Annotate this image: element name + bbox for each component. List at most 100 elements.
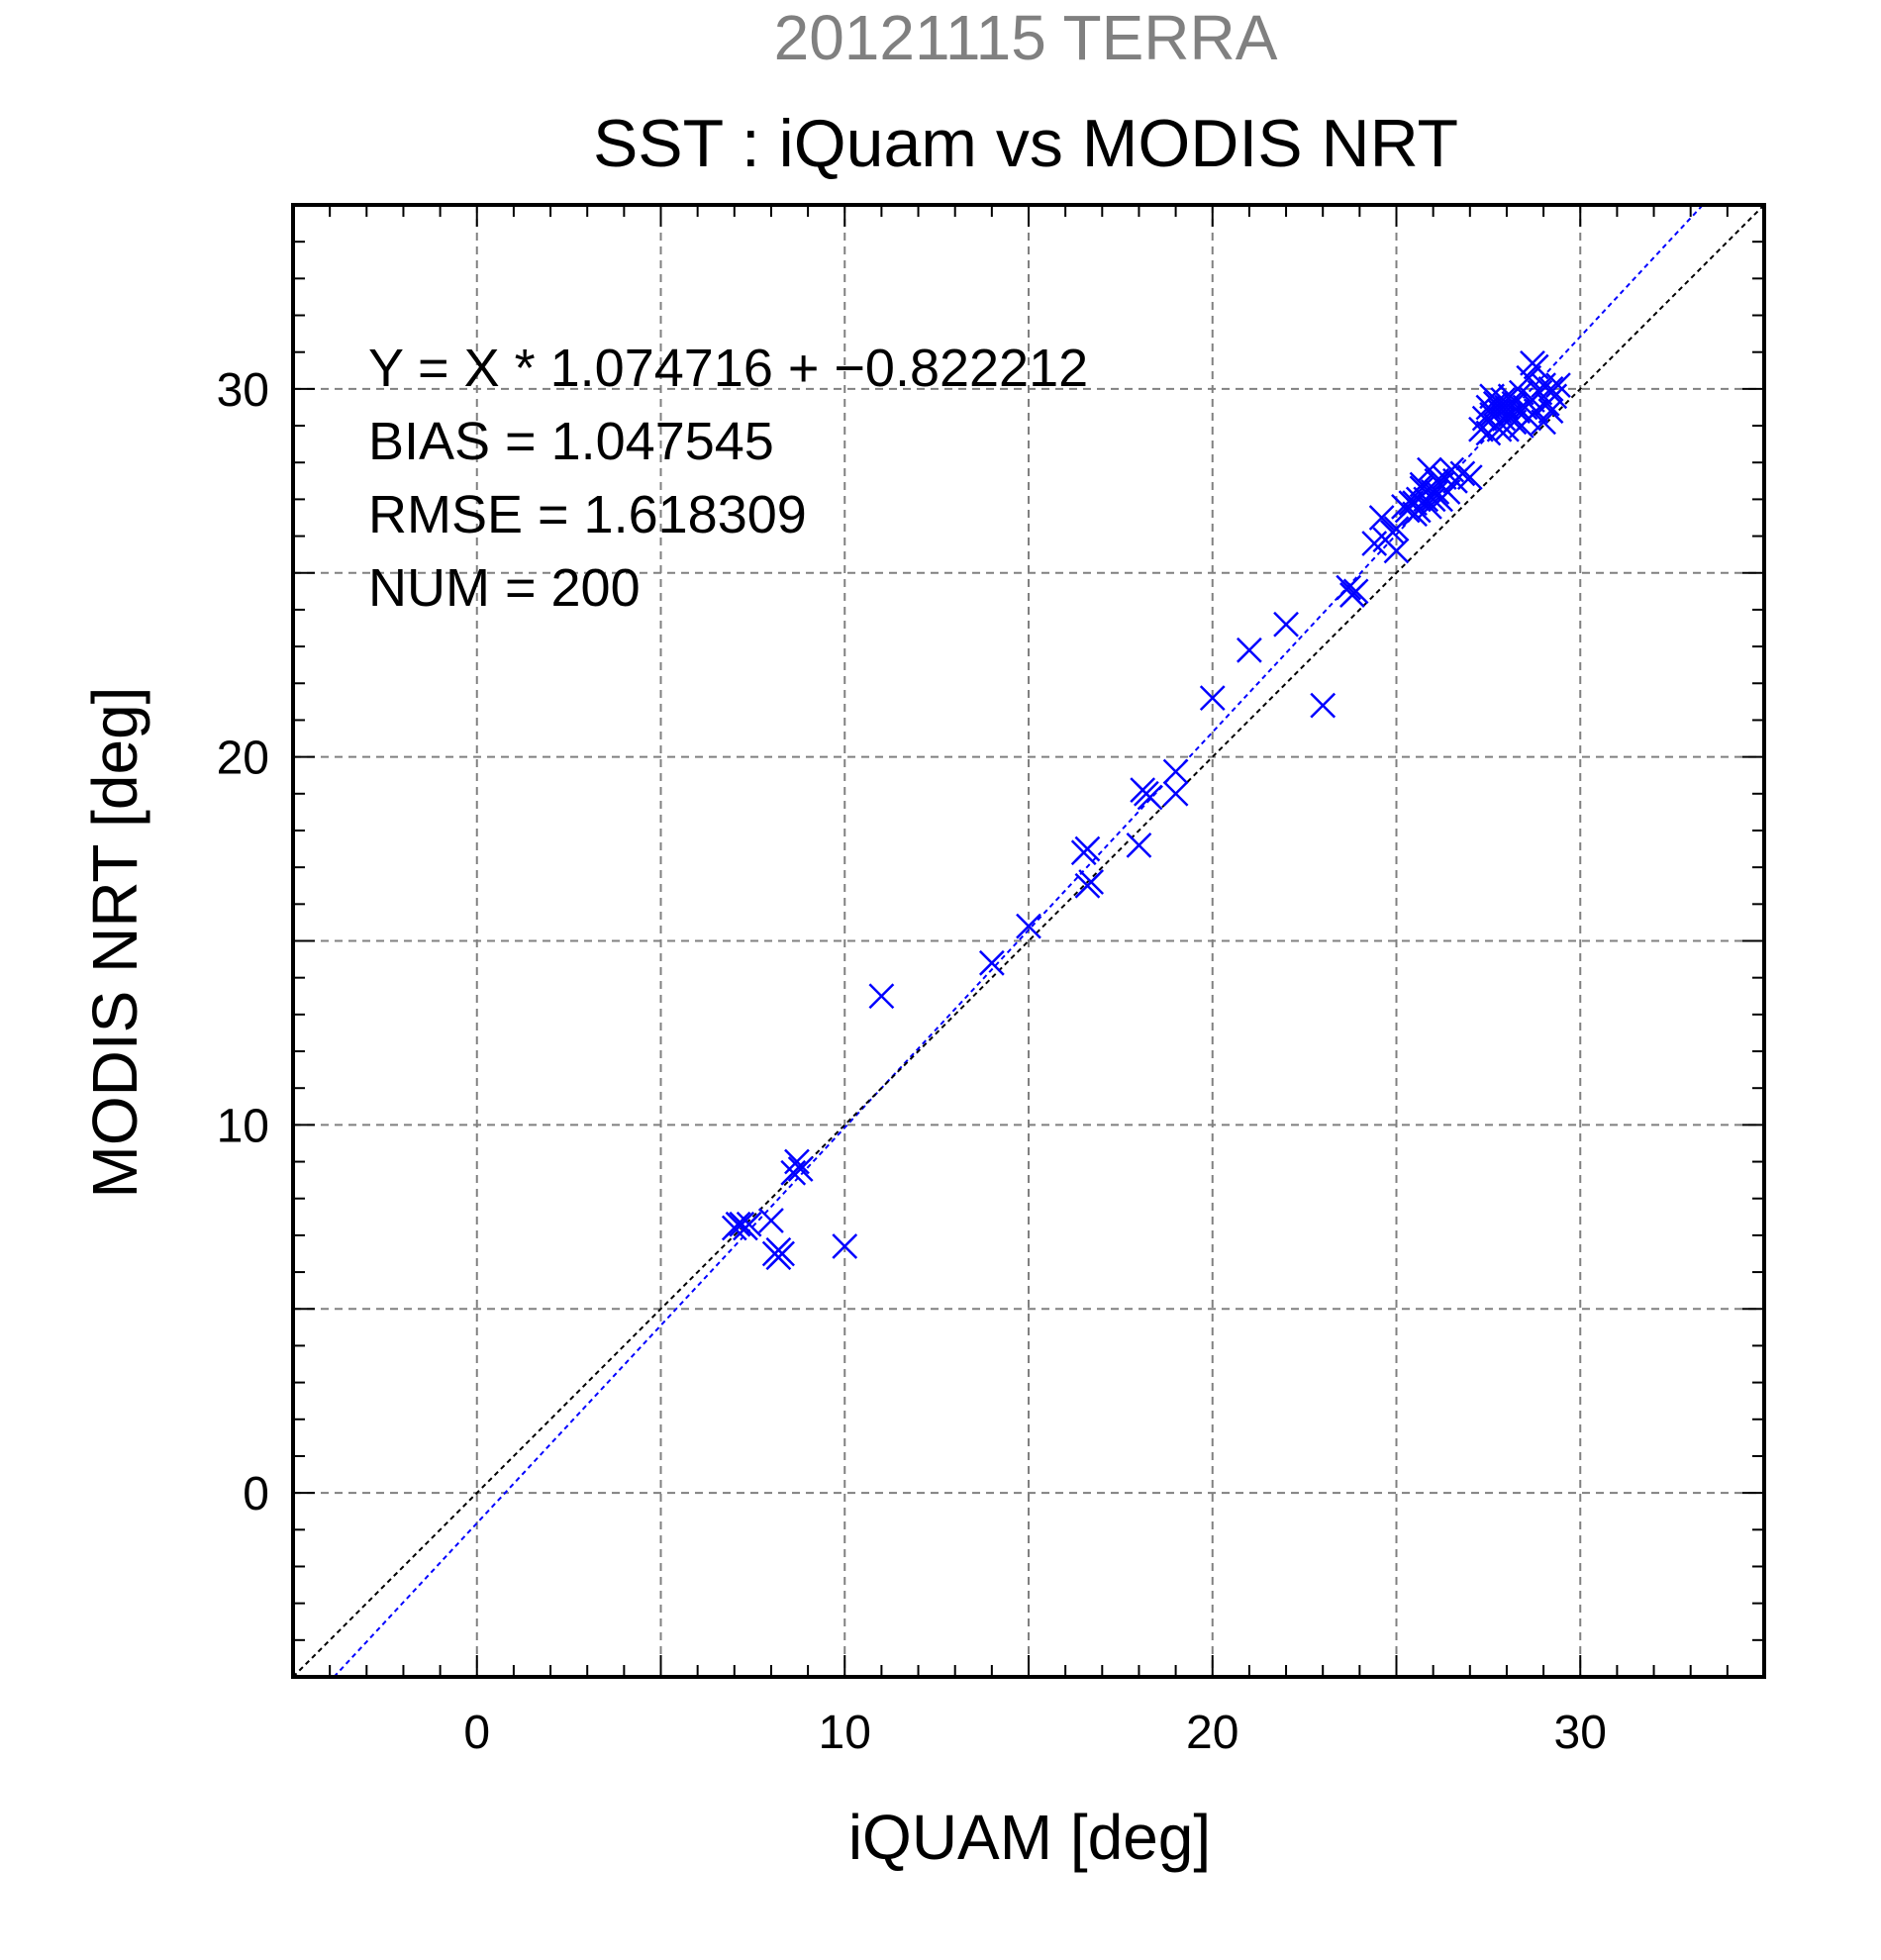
data-point-stroke — [832, 1233, 858, 1259]
y-tick-label: 0 — [243, 1468, 269, 1520]
data-point-stroke — [1137, 784, 1163, 811]
y-axis-label: MODIS NRT [deg] — [79, 687, 150, 1199]
data-point — [1162, 780, 1189, 807]
data-point-stroke — [765, 1244, 792, 1271]
data-point — [787, 1156, 814, 1182]
data-point — [1516, 364, 1542, 391]
x-tick-label: 10 — [819, 1707, 871, 1759]
data-point-stroke — [1545, 372, 1571, 399]
data-point-stroke — [868, 983, 895, 1010]
data-point-stroke — [1342, 578, 1369, 605]
data-point-stroke — [1162, 758, 1189, 785]
data-point-stroke — [1368, 505, 1395, 531]
data-point-stroke — [1016, 913, 1041, 939]
y-tick-label: 20 — [217, 733, 269, 785]
x-tick-label: 30 — [1554, 1707, 1607, 1759]
data-point-stroke — [1126, 832, 1152, 858]
data-points — [721, 349, 1571, 1271]
data-point-stroke — [1501, 390, 1528, 417]
data-point-stroke — [758, 1208, 784, 1233]
data-point — [1336, 574, 1362, 601]
data-point — [1383, 538, 1410, 564]
data-point — [868, 983, 895, 1010]
data-point-stroke — [1537, 398, 1564, 425]
reference-lines — [292, 204, 1765, 1678]
data-point-stroke — [736, 1211, 762, 1237]
data-point — [1310, 692, 1336, 719]
data-point — [1409, 471, 1436, 498]
data-point — [1508, 379, 1534, 406]
data-point-stroke — [1074, 835, 1101, 862]
data-point — [725, 1211, 751, 1237]
chart-title: SST : iQuam vs MODIS NRT — [593, 106, 1458, 181]
data-point — [1545, 372, 1571, 399]
data-point — [1449, 460, 1476, 487]
data-point-stroke — [1273, 611, 1299, 637]
data-point-stroke — [1417, 493, 1442, 520]
data-point — [1531, 409, 1556, 436]
stats-box: Y = X * 1.074716 + −0.822212 BIAS = 1.04… — [368, 339, 1088, 618]
data-point-stroke — [1482, 390, 1509, 417]
data-point — [1078, 869, 1105, 895]
data-point-stroke — [1336, 574, 1362, 601]
regression-equation: Y = X * 1.074716 + −0.822212 — [368, 339, 1088, 398]
data-point-stroke — [1417, 456, 1442, 483]
data-point — [1435, 479, 1461, 505]
rmse-text: RMSE = 1.618309 — [368, 485, 807, 544]
data-point-stroke — [1409, 471, 1436, 498]
data-point-stroke — [1237, 637, 1262, 663]
data-point-stroke — [1383, 538, 1410, 564]
data-point — [1342, 578, 1369, 605]
data-point-stroke — [1537, 375, 1564, 402]
data-point — [1424, 479, 1450, 505]
data-point — [765, 1244, 792, 1271]
data-point — [1523, 353, 1549, 380]
data-point-stroke — [1508, 379, 1534, 406]
num-text: NUM = 200 — [368, 558, 641, 618]
data-point — [978, 949, 1005, 976]
data-point-stroke — [1523, 353, 1549, 380]
data-point-stroke — [780, 1159, 807, 1186]
plot-frame — [291, 203, 1766, 1679]
data-point-stroke — [1438, 456, 1465, 483]
grid — [293, 205, 1764, 1677]
data-point-stroke — [787, 1156, 814, 1182]
data-point-stroke — [978, 949, 1005, 976]
data-point — [1456, 464, 1483, 490]
data-point — [736, 1211, 762, 1237]
data-point — [1016, 913, 1041, 939]
data-point-stroke — [1310, 692, 1336, 719]
data-point-stroke — [1456, 464, 1483, 490]
data-point-stroke — [1449, 460, 1476, 487]
data-point — [1417, 493, 1442, 520]
data-point — [1074, 835, 1101, 862]
data-point-stroke — [1479, 383, 1505, 410]
data-point-stroke — [1424, 479, 1450, 505]
data-point — [1273, 611, 1299, 637]
bias-text: BIAS = 1.047545 — [368, 412, 774, 471]
data-point — [1368, 505, 1395, 531]
data-point-stroke — [1199, 685, 1226, 712]
tick-labels: 0 10 20 30 0 10 20 30 — [217, 364, 1607, 1759]
data-point-stroke — [1490, 387, 1517, 413]
data-point-stroke — [1162, 780, 1189, 807]
data-point-stroke — [1383, 516, 1410, 542]
data-point-stroke — [1420, 486, 1446, 513]
x-tick-label: 20 — [1186, 1707, 1238, 1759]
data-point — [1199, 685, 1226, 712]
data-point — [1537, 398, 1564, 425]
data-point — [1162, 758, 1189, 785]
data-point — [1237, 637, 1262, 663]
data-point — [758, 1208, 784, 1233]
y-tick-label: 10 — [217, 1100, 269, 1152]
data-point-stroke — [1078, 869, 1105, 895]
data-point — [1537, 375, 1564, 402]
data-point — [1137, 784, 1163, 811]
y-tick-label: 30 — [217, 364, 269, 417]
data-point-stroke — [1531, 409, 1556, 436]
data-point — [1126, 832, 1152, 858]
x-axis-label: iQUAM [deg] — [848, 1802, 1211, 1873]
data-point-stroke — [1516, 364, 1542, 391]
data-point — [780, 1159, 807, 1186]
fit-line — [333, 204, 1704, 1678]
